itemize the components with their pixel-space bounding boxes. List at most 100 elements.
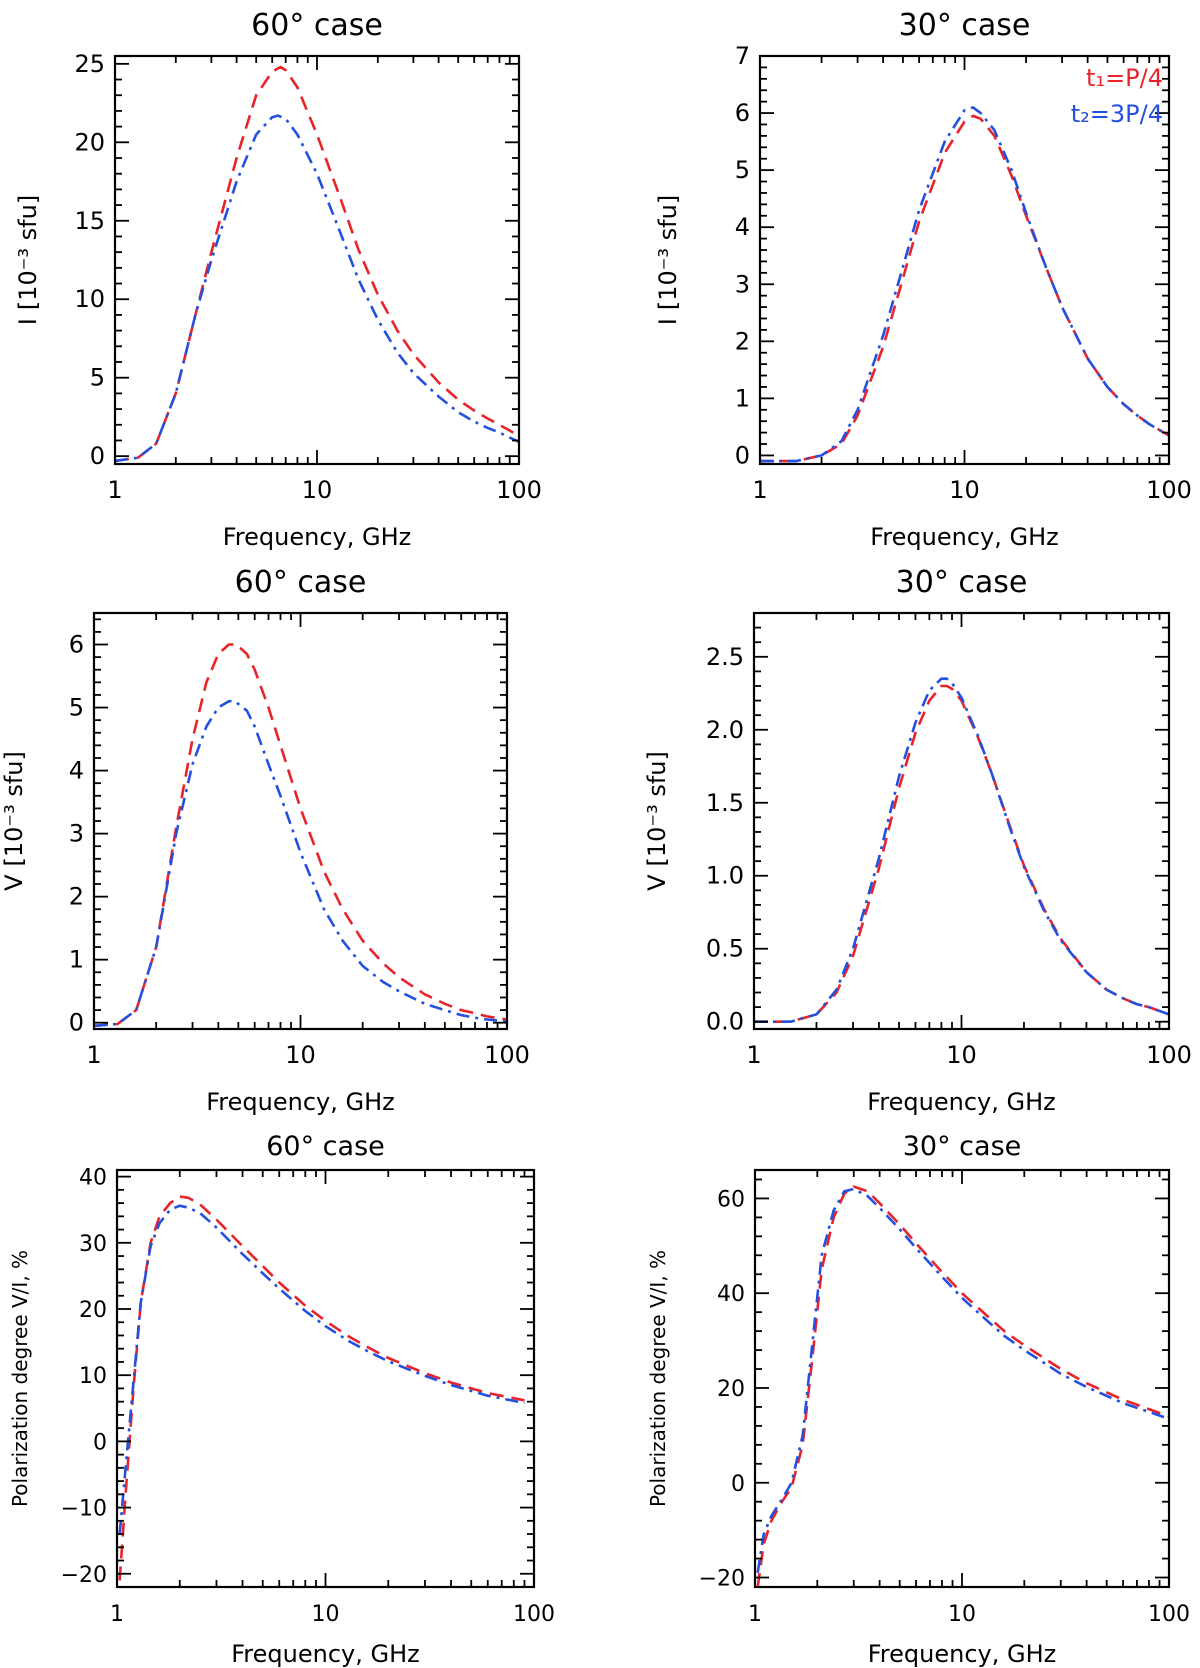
y-tick-label: 1 <box>735 384 750 412</box>
y-axis-label-units: [10⁻³ sfu] <box>643 751 671 866</box>
y-tick-label: 60 <box>717 1187 745 1212</box>
y-axis-label-units: [10⁻³ sfu] <box>0 751 28 866</box>
x-tick-label: 10 <box>312 1602 340 1627</box>
x-axis-label: Frequency, GHz <box>206 1088 394 1116</box>
series-line-t1 <box>118 1195 525 1581</box>
x-tick-label: 1 <box>752 476 767 504</box>
y-axis-label-units: [10⁻³ sfu] <box>654 195 682 310</box>
series-line-t1 <box>754 684 1169 1023</box>
y-axis-label-quantity: I <box>14 318 42 325</box>
y-tick-label: 20 <box>74 128 105 156</box>
y-tick-label: −20 <box>61 1563 107 1588</box>
x-tick-label: 100 <box>484 1041 530 1069</box>
series-line-t2 <box>754 677 1169 1023</box>
chart-panel-1: 1 10 100 0 5 10 15 20 25 60° case Frequency, GHz I [… <box>14 8 542 551</box>
x-tick-label: 1 <box>86 1041 101 1069</box>
x-tick-label: 1 <box>107 476 122 504</box>
y-tick-label: 30 <box>79 1232 107 1257</box>
x-tick-label: 1 <box>746 1041 761 1069</box>
chart-title: 60° case <box>235 565 367 600</box>
x-tick-label: 100 <box>496 476 542 504</box>
y-tick-label: −20 <box>699 1567 745 1592</box>
chart-title: 60° case <box>266 1131 385 1162</box>
y-axis-label: V [10⁻³ sfu] <box>0 751 28 891</box>
y-tick-label: 25 <box>74 50 105 78</box>
y-tick-label: 20 <box>717 1377 745 1402</box>
series-line-t2 <box>94 699 507 1028</box>
y-tick-label: 10 <box>79 1364 107 1389</box>
x-tick-label: 1 <box>748 1602 762 1627</box>
x-axis-label: Frequency, GHz <box>231 1640 419 1668</box>
x-tick-label: 100 <box>1146 476 1192 504</box>
plot-frame <box>92 611 509 1031</box>
y-tick-label: 3 <box>69 820 84 848</box>
y-tick-label: 0 <box>90 442 105 470</box>
y-tick-label: 2 <box>735 327 750 355</box>
y-tick-label: 2.5 <box>706 643 744 671</box>
chart-title: 30° case <box>903 1131 1022 1162</box>
plot-frame <box>115 1168 536 1589</box>
chart-panel-6: 1 10 100 −20 0 20 40 60 30° case Frequency, GHz Po… <box>646 1131 1190 1668</box>
y-tick-label: −10 <box>61 1497 107 1522</box>
series-line-t2 <box>756 1187 1169 1573</box>
chart-panel-5: 1 10 100 −20 −10 0 10 20 30 40 60° case Frequency, … <box>8 1131 555 1668</box>
x-tick-label: 1 <box>110 1602 124 1627</box>
plot-frame <box>753 1168 1171 1589</box>
x-axis-label: Frequency, GHz <box>867 1088 1055 1116</box>
y-axis-label: I [10⁻³ sfu] <box>14 195 42 325</box>
plot-frame <box>752 611 1171 1031</box>
y-tick-label: 4 <box>735 213 750 241</box>
x-tick-label: 10 <box>285 1041 316 1069</box>
y-tick-label: 0 <box>69 1009 84 1037</box>
y-axis-label-quantity: V <box>0 874 28 891</box>
legend-entry-t1: t₁=P/4 <box>1086 64 1163 92</box>
y-tick-label: 0.5 <box>706 935 744 963</box>
x-tick-label: 100 <box>1148 1602 1190 1627</box>
y-tick-label: 5 <box>69 694 84 722</box>
series-line-t1 <box>115 65 519 463</box>
x-tick-label: 10 <box>949 476 980 504</box>
x-axis-label: Frequency, GHz <box>870 523 1058 551</box>
y-axis-label-quantity: I <box>654 318 682 325</box>
y-tick-label: 1.0 <box>706 862 744 890</box>
y-tick-label: 1.5 <box>706 789 744 817</box>
y-tick-label: 0.0 <box>706 1008 744 1036</box>
series-line-t1 <box>756 1185 1169 1587</box>
series-line-t2 <box>115 114 519 463</box>
y-tick-label: 7 <box>735 42 750 70</box>
series-line-t1 <box>94 643 507 1028</box>
y-axis-label: I [10⁻³ sfu] <box>654 195 682 325</box>
y-tick-label: 3 <box>735 270 750 298</box>
x-tick-label: 10 <box>302 476 333 504</box>
y-tick-label: 40 <box>79 1166 107 1191</box>
x-axis-label: Frequency, GHz <box>868 1640 1056 1668</box>
y-tick-label: 10 <box>74 285 105 313</box>
y-axis-label: Polarization degree V/I, % <box>646 1250 670 1507</box>
y-axis-label-quantity: Polarization degree V/I, % <box>646 1250 670 1507</box>
legend-entry-t2: t₂=3P/4 <box>1071 100 1163 128</box>
series-line-t2 <box>118 1204 525 1535</box>
x-tick-label: 100 <box>1146 1041 1192 1069</box>
y-tick-label: 15 <box>74 207 105 235</box>
y-tick-label: 2.0 <box>706 716 744 744</box>
y-tick-label: 1 <box>69 946 84 974</box>
y-axis-label-quantity: Polarization degree V/I, % <box>8 1250 32 1507</box>
series-line-t2 <box>760 106 1169 463</box>
y-tick-label: 6 <box>735 99 750 127</box>
chart-title: 60° case <box>251 8 383 43</box>
series-line-t1 <box>760 114 1169 463</box>
y-tick-label: 0 <box>93 1430 107 1455</box>
y-axis-label: Polarization degree V/I, % <box>8 1250 32 1507</box>
y-tick-label: 5 <box>735 156 750 184</box>
chart-panel-4: 1 10 100 0.0 0.5 1.0 1.5 2.0 2.5 30° case Frequenc… <box>643 565 1192 1116</box>
y-axis-label: V [10⁻³ sfu] <box>643 751 671 891</box>
x-axis-label: Frequency, GHz <box>223 523 411 551</box>
plot-frame <box>113 54 521 466</box>
y-tick-label: 20 <box>79 1298 107 1323</box>
y-tick-label: 6 <box>69 631 84 659</box>
y-axis-label-units: [10⁻³ sfu] <box>14 195 42 310</box>
y-tick-label: 0 <box>735 441 750 469</box>
x-tick-label: 10 <box>946 1041 977 1069</box>
